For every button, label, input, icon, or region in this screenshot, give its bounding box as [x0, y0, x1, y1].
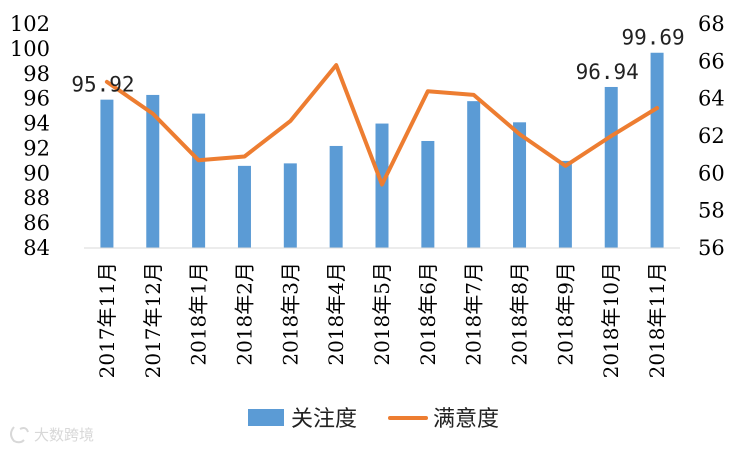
x-tick-label: 2017年11月 — [95, 262, 119, 378]
x-tick-label: 2018年6月 — [416, 262, 440, 366]
bar — [467, 101, 481, 249]
legend-label-bar: 关注度 — [291, 407, 357, 432]
x-tick-label: 2018年9月 — [553, 262, 577, 366]
bar — [650, 52, 664, 248]
legend-swatch-bar — [248, 409, 284, 426]
bar — [421, 140, 435, 248]
x-tick-label: 2018年10月 — [599, 262, 623, 378]
y-left-tick-label: 98 — [23, 62, 50, 86]
y-left-tick-label: 100 — [10, 37, 50, 61]
y-right-tick-label: 58 — [698, 199, 725, 223]
x-tick-label: 2018年3月 — [278, 262, 302, 366]
y-left-tick-label: 90 — [23, 161, 50, 185]
y-right-tick-label: 66 — [698, 49, 725, 73]
x-tick-label: 2018年5月 — [370, 262, 394, 366]
bar — [100, 99, 114, 248]
bar — [283, 163, 297, 248]
bar — [513, 122, 527, 248]
x-tick-label: 2018年8月 — [508, 262, 532, 366]
legend-label-line: 满意度 — [433, 407, 499, 432]
y-left-tick-label: 96 — [23, 87, 50, 111]
y-right-axis: 56 58 60 62 64 66 68 — [698, 12, 725, 260]
y-right-tick-label: 56 — [698, 236, 725, 260]
y-right-tick-label: 68 — [698, 12, 725, 36]
y-right-tick-label: 62 — [698, 124, 725, 148]
legend: 关注度 满意度 — [248, 407, 499, 432]
bar — [558, 160, 572, 248]
x-tick-label: 2018年1月 — [187, 262, 211, 366]
y-left-tick-label: 84 — [23, 236, 50, 260]
x-tick-label: 2018年7月 — [462, 262, 486, 366]
y-right-tick-label: 64 — [698, 87, 725, 111]
x-tick-label: 2018年4月 — [324, 262, 348, 366]
y-left-tick-label: 102 — [10, 12, 50, 36]
x-tick-label: 2018年2月 — [232, 262, 256, 366]
y-left-tick-label: 94 — [23, 112, 50, 136]
data-labels: 95.92 96.94 99.69 — [71, 26, 684, 97]
ks-logo-icon — [10, 426, 29, 444]
watermark: 大数跨境 — [10, 426, 94, 444]
data-label: 99.69 — [621, 26, 684, 50]
y-left-tick-label: 86 — [23, 211, 50, 235]
line-series — [104, 63, 660, 187]
bar — [192, 113, 206, 248]
data-label: 95.92 — [71, 73, 134, 97]
y-left-tick-label: 88 — [23, 186, 50, 210]
x-tick-label: 2017年12月 — [141, 262, 165, 378]
x-axis: 2017年11月 2017年12月 2018年1月 2018年2月 2018年3月 201… — [95, 262, 669, 378]
bar — [329, 145, 343, 248]
y-right-tick-label: 60 — [698, 161, 725, 185]
bar — [237, 165, 251, 248]
bar — [604, 86, 618, 248]
bar — [146, 94, 160, 248]
watermark-text: 大数跨境 — [34, 426, 94, 444]
x-tick-label: 2018年11月 — [645, 262, 669, 378]
y-left-tick-label: 92 — [23, 136, 50, 160]
data-label: 96.94 — [576, 60, 639, 84]
